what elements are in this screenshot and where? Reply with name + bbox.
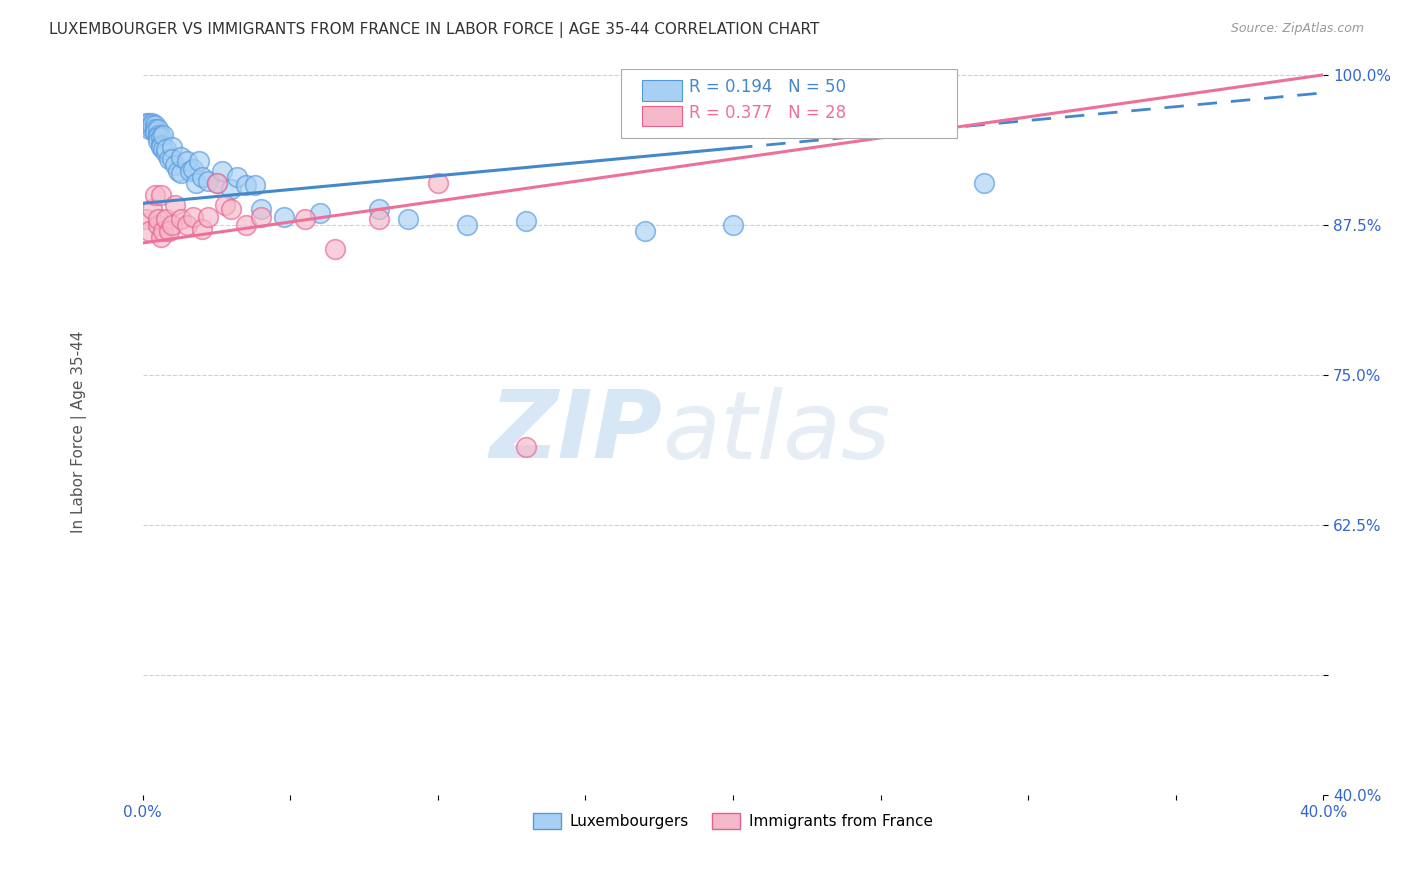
Point [146,211,169,226]
Point [179,164,201,178]
Point [141,118,163,132]
Point [152,224,174,238]
Point [138,224,160,238]
Point [170,166,193,180]
Point [221,202,243,217]
Point [146,218,169,232]
Point [226,169,249,184]
Point [162,140,184,154]
Point [149,140,172,154]
Point [149,188,172,202]
Point [162,218,184,232]
Point [309,206,332,220]
Point [235,178,257,193]
Point [191,169,214,184]
Point [170,211,193,226]
Point [141,121,163,136]
Text: ZIP: ZIP [489,386,662,478]
Point [155,142,177,156]
Point [243,178,266,193]
Point [235,218,257,232]
Point [146,130,169,145]
Point [143,121,166,136]
Point [146,134,169,148]
Point [143,126,166,140]
Point [165,197,187,211]
Point [187,154,209,169]
Point [138,121,160,136]
Point [184,176,207,190]
Point [157,152,180,166]
Point [135,116,157,130]
FancyBboxPatch shape [643,80,682,101]
Text: Source: ZipAtlas.com: Source: ZipAtlas.com [1230,22,1364,36]
Point [155,211,177,226]
Point [149,130,172,145]
Point [294,211,316,226]
Point [141,116,163,130]
Point [721,218,744,232]
Text: atlas: atlas [662,386,890,477]
Point [250,210,273,224]
Point [149,230,172,244]
Point [205,176,228,190]
Point [250,202,273,217]
Point [152,142,174,156]
Point [176,218,198,232]
Text: R = 0.377   N = 28: R = 0.377 N = 28 [689,103,846,121]
Point [456,218,478,232]
Point [135,211,157,226]
Point [181,210,204,224]
FancyBboxPatch shape [643,106,682,127]
Point [167,164,190,178]
Point [155,145,177,160]
Text: LUXEMBOURGER VS IMMIGRANTS FROM FRANCE IN LABOR FORCE | AGE 35-44 CORRELATION CH: LUXEMBOURGER VS IMMIGRANTS FROM FRANCE I… [49,22,820,38]
Point [143,188,166,202]
Text: R = 0.194   N = 50: R = 0.194 N = 50 [689,78,846,96]
Point [170,149,193,163]
Point [143,118,166,132]
Point [162,152,184,166]
Point [138,116,160,130]
Point [273,210,295,224]
Point [149,137,172,152]
Point [146,121,169,136]
Point [396,211,419,226]
Point [323,242,346,256]
Point [165,158,187,172]
Point [141,202,163,217]
Point [367,202,389,217]
Point [515,214,537,228]
Legend: Luxembourgers, Immigrants from France: Luxembourgers, Immigrants from France [527,806,939,835]
Point [426,176,449,190]
Point [197,210,219,224]
Y-axis label: In Labor Force | Age 35-44: In Labor Force | Age 35-44 [72,331,87,533]
Point [152,128,174,142]
Point [205,176,228,190]
FancyBboxPatch shape [621,69,957,138]
Point [973,176,995,190]
Point [214,197,236,211]
Point [221,182,243,196]
Point [176,154,198,169]
Point [181,161,204,176]
Point [515,440,537,454]
Point [367,211,389,226]
Point [211,164,233,178]
Point [191,221,214,235]
Point [157,224,180,238]
Point [146,128,169,142]
Point [633,224,655,238]
Point [197,173,219,187]
